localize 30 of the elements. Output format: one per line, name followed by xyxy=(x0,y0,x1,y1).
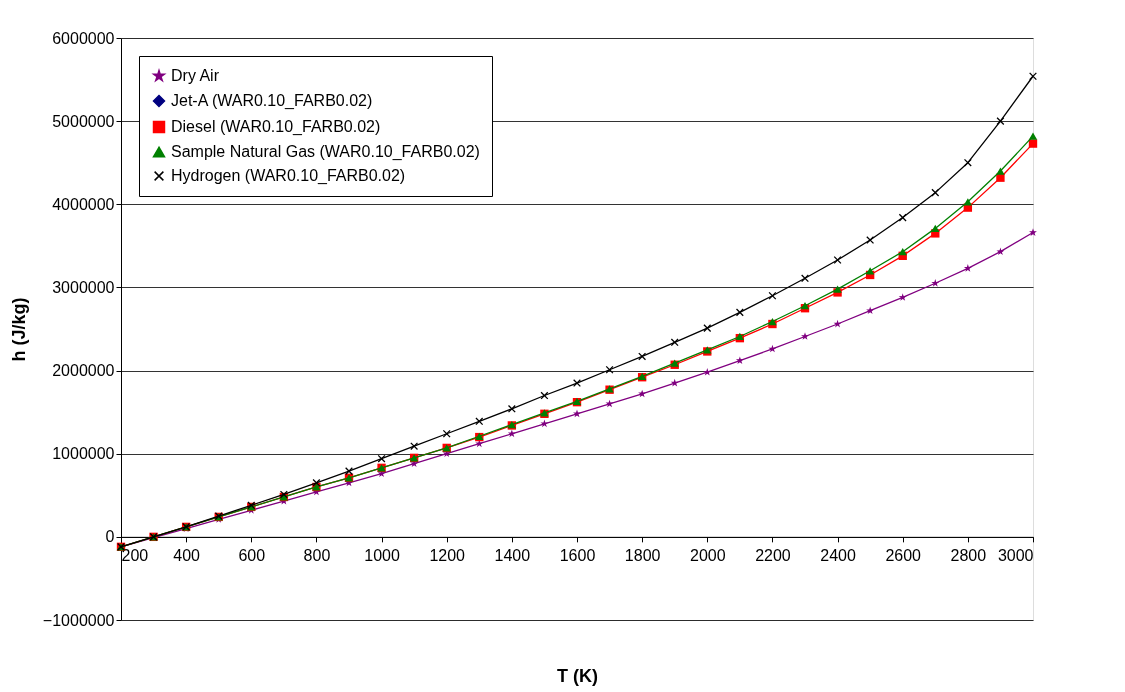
legend-label: Hydrogen (WAR0.10_FARB0.02) xyxy=(171,167,406,185)
x-tick-label: 600 xyxy=(238,547,266,565)
y-tick-label: −1000000 xyxy=(42,611,115,629)
x-tick-label: 2800 xyxy=(950,547,987,565)
legend-label: Jet-A (WAR0.10_FARB0.02) xyxy=(171,92,373,110)
y-tick-label: 2000000 xyxy=(52,362,115,380)
y-tick-label: 5000000 xyxy=(52,112,115,130)
x-tick-label: 1200 xyxy=(429,547,466,565)
y-tick-label: 1000000 xyxy=(52,445,115,463)
x-tick-label: 2000 xyxy=(689,547,726,565)
x-tick-label: 3000 xyxy=(997,547,1034,565)
y-tick-label: 6000000 xyxy=(52,29,115,47)
x-tick-label: 800 xyxy=(303,547,331,565)
x-tick-label: 1000 xyxy=(364,547,400,565)
legend-label: Diesel (WAR0.10_FARB0.02) xyxy=(171,118,381,136)
y-axis-title: h (J/kg) xyxy=(8,297,29,362)
y-tick-label: 3000000 xyxy=(52,278,115,296)
legend-label: Dry Air xyxy=(171,67,220,84)
x-tick-label: 2600 xyxy=(885,547,922,565)
x-tick-label: 200 xyxy=(121,547,149,565)
y-tick-label: 0 xyxy=(105,528,115,546)
x-tick-label: 400 xyxy=(173,547,201,565)
x-tick-label: 2200 xyxy=(755,547,791,565)
x-axis-title: T (K) xyxy=(557,665,598,686)
y-tick-label: 4000000 xyxy=(52,195,115,213)
x-tick-label: 1800 xyxy=(624,547,661,565)
x-tick-label: 1600 xyxy=(559,547,596,565)
x-tick-label: 2400 xyxy=(820,547,856,565)
legend-label: Sample Natural Gas (WAR0.10_FARB0.02) xyxy=(171,143,480,161)
x-tick-label: 1400 xyxy=(494,547,531,565)
